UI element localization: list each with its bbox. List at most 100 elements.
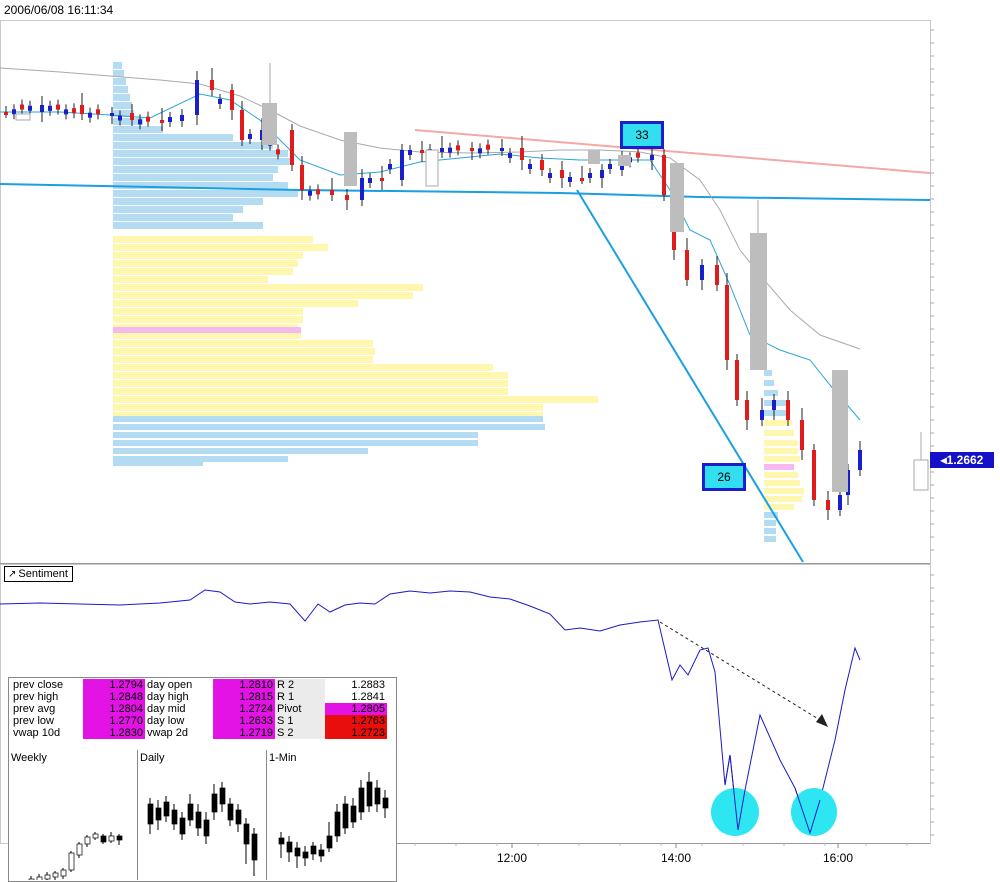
mini-candle [219,787,226,805]
arrow-head-icon [816,714,828,727]
volume-spike-bar [750,233,767,370]
candle [290,130,294,165]
candle [230,90,234,110]
candle [138,119,142,125]
mini-candle [36,876,43,880]
pivot-row: vwap 10d 1.2830 vwap 2d 1.2719 S 2 1.2723 [11,727,387,739]
mini-candle [179,817,186,835]
mini-candle [203,819,210,837]
profile-bar [113,356,373,363]
mini-candle [147,803,154,825]
info-panel: prev close 1.2794 day open 1.2810 R 2 1.2883 p… [8,677,397,882]
candle [685,250,689,280]
pivot-label: S 2 [275,727,325,739]
mini-candle [100,835,107,843]
profile-bar [113,460,203,466]
profile-bar [113,260,298,267]
candle [146,116,150,122]
profile-bar [764,370,772,376]
volume-spike-bar [588,150,600,164]
profile-bar [113,174,273,181]
candle [812,450,816,500]
mini-candle [366,781,373,807]
pivot-label: prev avg [13,703,56,715]
candle [12,109,16,115]
pivot-row: prev high 1.2848 day high 1.2815 R 1 1.2841 [11,691,387,703]
mini-candle [334,811,341,837]
mini-chart-weekly: Weekly [9,750,138,880]
profile-bar [113,102,132,109]
mini-title-1min: 1-Min [269,752,297,764]
profile-bar [113,182,288,189]
profile-bar [764,464,794,470]
candle [500,148,504,151]
pivot-label: day low [147,715,185,727]
sentiment-divergence-arrow [659,621,821,721]
profile-bar [113,340,373,347]
mini-daily-svg [147,782,258,876]
sentiment-tab[interactable]: ↗ Sentiment [4,566,73,582]
timestamp: 2006/06/08 16:11:34 [4,3,114,17]
candle [300,165,304,190]
volume-profile [113,62,804,542]
profile-bar [113,440,478,446]
volume-spike-bar [344,132,357,186]
mini-candle [286,841,293,853]
pivot-label: prev close [13,679,64,691]
mini-candle [52,872,59,878]
sentiment-low-marker [711,788,759,836]
candle [745,400,749,420]
mini-1min-svg [278,772,389,868]
candle [636,152,640,158]
mini-candle [84,836,91,845]
candle [650,155,654,160]
profile-bar [764,488,804,494]
profile-bar [764,390,778,396]
current-candle [913,459,929,491]
candle [160,120,164,123]
candle [568,177,572,182]
sentiment-low-marker [791,788,837,836]
profile-bar [764,420,792,426]
candle [420,150,424,153]
mini-candle [310,845,317,855]
sentiment-line-overlay [794,787,821,835]
candle [345,195,349,200]
profile-bar [113,412,543,419]
profile-bar [113,126,163,133]
pivot-value: 1.2794 [83,679,145,691]
profile-bar [113,380,508,387]
mini-candle [251,833,258,861]
candle [540,160,544,170]
profile-bar [764,528,776,534]
mini-title-weekly: Weekly [11,752,47,764]
profile-bar [113,222,263,229]
pivot-value: 1.2830 [83,727,145,739]
profile-poc-bar [113,327,301,333]
mini-candle [278,837,285,845]
pivot-value: 1.2810 [213,679,275,691]
candle [508,153,512,158]
candle [118,115,122,121]
profile-bar [764,536,776,542]
candle [608,164,612,169]
candle [760,410,764,420]
pivot-value: 1.2805 [325,703,387,715]
profile-bar [113,150,288,157]
candle [560,170,564,178]
candle [368,178,372,183]
mini-candle [342,803,349,829]
line-chart-icon: ↗ [8,569,17,580]
profile-bar [113,448,368,454]
profile-bar [113,416,543,422]
candle [195,80,199,115]
profile-bar [113,78,126,85]
candle [772,400,776,410]
candle [218,99,222,104]
candle [308,190,312,196]
candle [4,112,8,115]
hollow-candle [15,113,31,121]
candle [20,104,24,110]
candle [80,105,84,114]
